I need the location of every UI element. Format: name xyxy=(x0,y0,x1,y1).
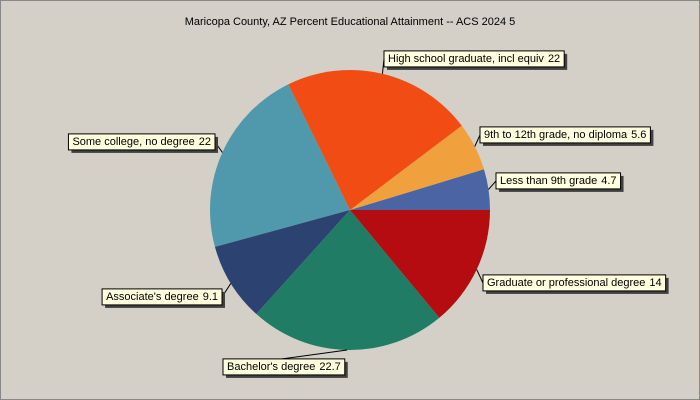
label-box xyxy=(222,358,346,376)
label-text: Some college, no degree 22 xyxy=(72,136,211,148)
label-text: 9th to 12th grade, no diploma 5.6 xyxy=(484,129,646,141)
data-label: Associate's degree 9.1 xyxy=(101,288,225,308)
chart-title: Maricopa County, AZ Percent Educational … xyxy=(185,16,516,28)
data-label: 9th to 12th grade, no diploma 5.6 xyxy=(479,126,654,146)
label-text: Less than 9th grade 4.7 xyxy=(500,175,617,187)
data-label: Less than 9th grade 4.7 xyxy=(495,172,624,192)
leader-line xyxy=(476,269,484,284)
label-category: Some college, no degree xyxy=(72,136,194,148)
label-category: Bachelor's degree xyxy=(227,361,315,373)
label-box xyxy=(383,50,565,68)
label-text: High school graduate, incl equiv 22 xyxy=(388,53,560,65)
label-text: Associate's degree 9.1 xyxy=(106,291,218,303)
label-category: Less than 9th grade xyxy=(500,175,597,187)
pie-slice xyxy=(214,210,350,315)
label-box xyxy=(479,126,651,144)
label-value: 9.1 xyxy=(203,291,218,303)
label-box xyxy=(67,133,216,151)
label-value: 5.6 xyxy=(631,129,646,141)
leader-line xyxy=(474,134,481,147)
data-label: Bachelor's degree 22.7 xyxy=(222,358,348,378)
pie-slice xyxy=(350,169,490,210)
pie-slice xyxy=(210,84,350,247)
label-category: 9th to 12th grade, no diploma xyxy=(484,129,628,141)
label-category: Graduate or professional degree xyxy=(487,277,645,289)
label-text: Bachelor's degree 22.7 xyxy=(227,361,341,373)
label-value: 14 xyxy=(649,277,661,289)
label-value: 22.7 xyxy=(319,361,340,373)
pie-slice xyxy=(350,210,490,318)
data-label: Some college, no degree 22 xyxy=(67,133,218,153)
pie-slice xyxy=(256,210,440,351)
label-value: 4.7 xyxy=(601,175,616,187)
data-label: Graduate or professional degree 14 xyxy=(482,274,669,294)
label-category: Associate's degree xyxy=(106,291,199,303)
label-category: High school graduate, incl equiv xyxy=(388,53,544,65)
label-value: 22 xyxy=(548,53,560,65)
pie-slice xyxy=(288,70,462,210)
pie-slice xyxy=(350,125,484,210)
label-box xyxy=(495,172,622,190)
label-box xyxy=(101,288,223,306)
leader-line xyxy=(488,180,497,190)
data-label: High school graduate, incl equiv 22 xyxy=(383,50,568,70)
label-text: Graduate or professional degree 14 xyxy=(487,277,662,289)
label-box xyxy=(482,274,667,292)
label-value: 22 xyxy=(199,136,211,148)
